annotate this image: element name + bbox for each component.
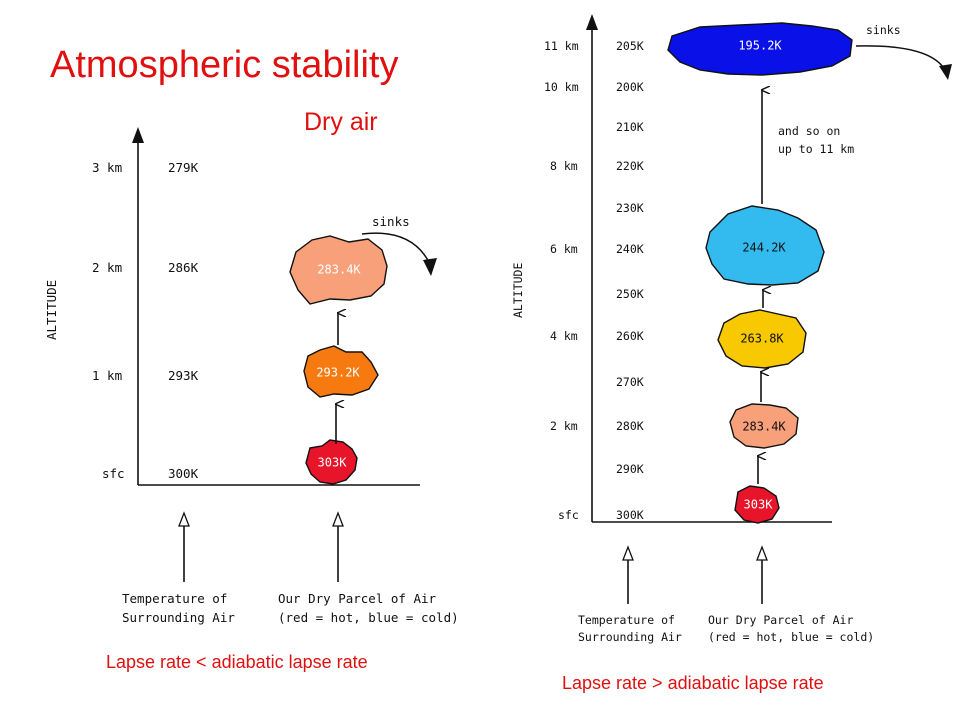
right-temp-label: 205K bbox=[616, 39, 644, 53]
right-parcel-label: 303K bbox=[744, 498, 774, 512]
right-temp-label: 200K bbox=[616, 80, 644, 94]
right-parcel-description: (red = hot, blue = cold) bbox=[708, 630, 874, 644]
left-alt-label: 3 km bbox=[92, 160, 122, 175]
left-parcel-label: 293.2K bbox=[316, 366, 360, 380]
right-temp-label: 300K bbox=[616, 508, 644, 522]
left-parcel-arrowhead bbox=[332, 511, 344, 527]
left-alt-label: sfc bbox=[102, 466, 125, 481]
left-y-axis-arrow bbox=[132, 127, 144, 143]
right-temp-label: 270K bbox=[616, 375, 644, 389]
right-surrounding-label: Temperature of bbox=[578, 613, 675, 627]
right-alt-label: 4 km bbox=[550, 329, 578, 343]
right-temp-label: 290K bbox=[616, 462, 644, 476]
left-parcel-description: Our Dry Parcel of Air bbox=[278, 591, 437, 606]
right-temp-label: 240K bbox=[616, 242, 644, 256]
right-parcel-label: 263.8K bbox=[740, 332, 784, 346]
left-sinks-arrowhead bbox=[423, 258, 437, 276]
right-temp-label: 220K bbox=[616, 159, 644, 173]
right-surrounding-arrowhead bbox=[622, 545, 634, 561]
right-alt-label: 11 km bbox=[544, 39, 579, 53]
right-parcel-label: 283.4K bbox=[742, 420, 786, 434]
left-parcel-cloud bbox=[305, 439, 358, 485]
right-parcel-cloud bbox=[717, 309, 807, 369]
right-parcel-cloud bbox=[734, 485, 780, 524]
left-temp-label: 293K bbox=[168, 368, 199, 383]
right-sinks-label: sinks bbox=[866, 23, 901, 37]
left-sinks-arrow bbox=[361, 232, 431, 265]
left-temp-label: 279K bbox=[168, 160, 199, 175]
right-parcel-description: Our Dry Parcel of Air bbox=[708, 613, 853, 627]
right-parcel-arrowhead bbox=[756, 545, 768, 561]
slide-subtitle: Dry air bbox=[304, 108, 378, 136]
left-parcel-cloud bbox=[289, 235, 388, 305]
right-parcel-cloud bbox=[729, 403, 799, 449]
left-temp-label: 300K bbox=[168, 466, 199, 481]
right-alt-label: 2 km bbox=[550, 419, 578, 433]
right-diagram: ALTITUDE 11 km 10 km 8 km 6 km 4 km 2 km… bbox=[511, 14, 952, 644]
right-note: and so on bbox=[778, 124, 840, 138]
left-sinks-label: sinks bbox=[372, 214, 410, 229]
right-note: up to 11 km bbox=[778, 142, 854, 156]
right-parcel-label: 195.2K bbox=[738, 39, 782, 53]
right-temp-label: 210K bbox=[616, 120, 644, 134]
left-parcel-cloud bbox=[303, 345, 379, 398]
left-surrounding-label: Temperature of bbox=[122, 591, 227, 606]
right-y-axis-arrow bbox=[586, 14, 598, 30]
left-axis-label: ALTITUDE bbox=[44, 280, 59, 340]
left-diagram: ALTITUDE 3 km 279K 2 km 286K 1 km 293K s… bbox=[44, 127, 459, 625]
right-sinks-arrowhead bbox=[939, 64, 952, 80]
right-temp-label: 280K bbox=[616, 419, 644, 433]
left-surrounding-label: Surrounding Air bbox=[122, 610, 235, 625]
right-temp-label: 260K bbox=[616, 329, 644, 343]
right-caption: Lapse rate > adiabatic lapse rate bbox=[562, 673, 824, 693]
right-axis-label: ALTITUDE bbox=[511, 263, 525, 318]
right-parcel-label: 244.2K bbox=[742, 241, 786, 255]
right-parcel-cloud bbox=[667, 22, 853, 76]
left-temp-label: 286K bbox=[168, 260, 199, 275]
left-parcel-description: (red = hot, blue = cold) bbox=[278, 610, 459, 625]
right-alt-label: 6 km bbox=[550, 242, 578, 256]
right-alt-label: sfc bbox=[558, 508, 579, 522]
left-alt-label: 2 km bbox=[92, 260, 122, 275]
left-caption: Lapse rate < adiabatic lapse rate bbox=[106, 652, 368, 672]
left-parcel-label: 303K bbox=[318, 456, 348, 470]
right-alt-label: 8 km bbox=[550, 159, 578, 173]
right-alt-label: 10 km bbox=[544, 80, 579, 94]
right-sinks-arrow bbox=[855, 45, 946, 71]
slide-title: Atmospheric stability bbox=[50, 44, 399, 86]
right-temp-label: 230K bbox=[616, 201, 644, 215]
left-alt-label: 1 km bbox=[92, 368, 122, 383]
right-surrounding-label: Surrounding Air bbox=[578, 630, 682, 644]
left-parcel-label: 283.4K bbox=[317, 263, 361, 277]
left-surrounding-arrowhead bbox=[178, 511, 190, 527]
right-parcel-cloud bbox=[705, 205, 825, 286]
right-temp-label: 250K bbox=[616, 287, 644, 301]
